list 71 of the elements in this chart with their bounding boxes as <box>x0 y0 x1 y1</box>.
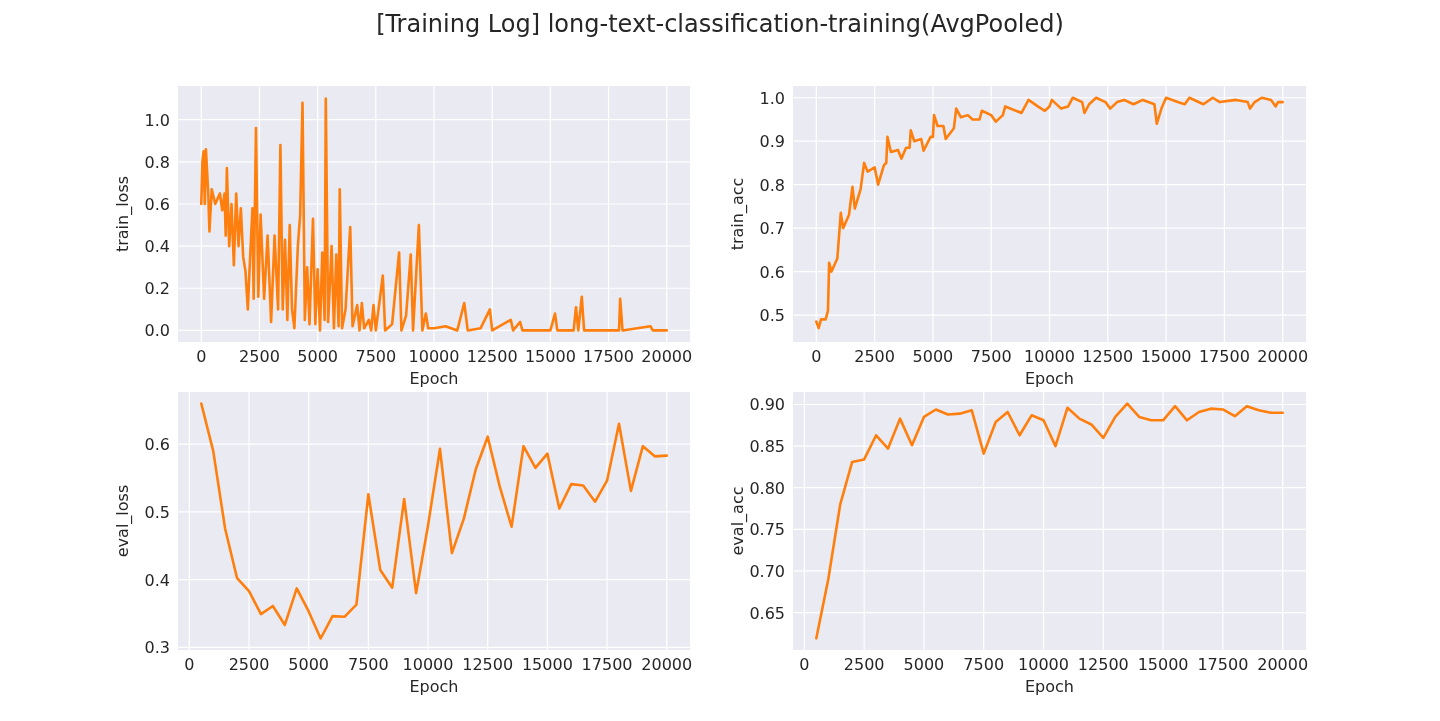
x-tick-label: 12500 <box>1077 655 1129 674</box>
x-tick-label: 0 <box>811 347 822 366</box>
x-tick-label: 5000 <box>903 655 945 674</box>
y-tick-label: 0.85 <box>749 437 785 457</box>
y-axis-title: eval_acc <box>728 486 748 556</box>
y-tick-label: 0.8 <box>759 175 785 195</box>
x-tick-label: 12500 <box>466 347 518 366</box>
x-tick-label: 5000 <box>288 655 330 674</box>
y-tick-label: 0.7 <box>759 219 785 239</box>
x-tick-label: 7500 <box>355 347 397 366</box>
y-tick-label: 0.3 <box>144 638 170 658</box>
x-tick-label: 7500 <box>963 655 1005 674</box>
x-tick-label: 15000 <box>1140 347 1192 366</box>
x-tick-label: 17500 <box>1197 655 1249 674</box>
x-tick-label: 15000 <box>521 655 573 674</box>
x-tick-label: 0 <box>196 347 207 366</box>
x-tick-label: 20000 <box>1257 655 1309 674</box>
x-tick-label: 15000 <box>1137 655 1189 674</box>
line-series <box>815 96 1284 330</box>
y-tick-label: 0.75 <box>749 520 785 540</box>
y-tick-label: 0.5 <box>759 306 785 326</box>
y-tick-label: 0.4 <box>144 570 170 590</box>
y-axis-title: eval_loss <box>113 484 133 558</box>
x-tick-label: 17500 <box>1198 347 1250 366</box>
x-tick-label: 0 <box>184 655 195 674</box>
x-tick-label: 5000 <box>297 347 338 366</box>
x-tick-label: 17500 <box>581 655 633 674</box>
x-tick-label: 2500 <box>854 347 895 366</box>
y-tick-label: 0.65 <box>749 603 785 623</box>
x-tick-label: 12500 <box>462 655 514 674</box>
x-axis-title: Epoch <box>409 369 459 388</box>
y-tick-label: 0.6 <box>759 262 785 282</box>
x-tick-label: 12500 <box>1082 347 1134 366</box>
x-tick-label: 20000 <box>641 347 693 366</box>
y-tick-label: 0.80 <box>749 478 785 498</box>
y-tick-label: 1.0 <box>759 88 785 108</box>
x-tick-label: 7500 <box>348 655 389 674</box>
x-tick-label: 0 <box>799 655 810 674</box>
y-tick-label: 0.4 <box>144 237 170 257</box>
y-axis-title: train_loss <box>113 175 133 253</box>
y-tick-label: 0.5 <box>144 502 170 522</box>
x-axis-title: Epoch <box>1025 369 1074 388</box>
y-tick-label: 0.90 <box>749 395 785 415</box>
y-tick-label: 0.70 <box>749 561 785 581</box>
y-tick-label: 0.8 <box>144 152 170 172</box>
y-tick-label: 0.6 <box>144 194 170 214</box>
chart-title: [Training Log] long-text-classification-training(AvgPooled) <box>376 10 1064 38</box>
y-tick-label: 1.0 <box>144 110 170 130</box>
x-axis-title: Epoch <box>1025 677 1074 696</box>
x-tick-label: 20000 <box>641 655 693 674</box>
x-tick-label: 5000 <box>912 347 954 366</box>
x-tick-label: 20000 <box>1257 347 1309 366</box>
x-tick-label: 10000 <box>1024 347 1075 366</box>
line-series <box>815 402 1284 640</box>
x-axis-title: Epoch <box>409 677 459 696</box>
line-series <box>199 402 669 640</box>
x-tick-label: 10000 <box>408 347 460 366</box>
y-tick-label: 0.0 <box>144 321 170 341</box>
x-tick-label: 10000 <box>1018 655 1069 674</box>
line-series <box>199 97 669 332</box>
x-tick-label: 2500 <box>843 655 885 674</box>
y-tick-label: 0.6 <box>144 435 170 455</box>
x-tick-label: 7500 <box>970 347 1012 366</box>
x-tick-label: 10000 <box>402 655 454 674</box>
x-tick-label: 15000 <box>524 347 576 366</box>
y-axis-title: train_acc <box>728 177 748 251</box>
y-tick-label: 0.9 <box>759 132 785 152</box>
x-tick-label: 2500 <box>239 347 280 366</box>
x-tick-label: 2500 <box>228 655 270 674</box>
x-tick-label: 17500 <box>583 347 634 366</box>
y-tick-label: 0.2 <box>144 279 170 299</box>
